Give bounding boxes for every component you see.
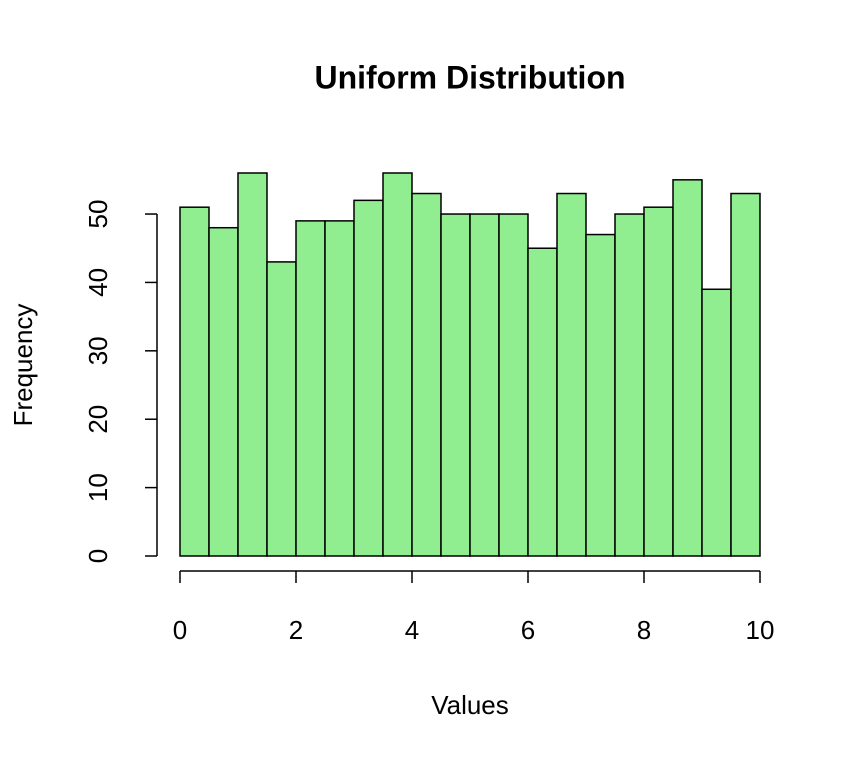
bar bbox=[411, 192, 442, 557]
bar bbox=[701, 288, 732, 557]
y-tick-label: 0 bbox=[83, 549, 113, 563]
y-tick-label: 50 bbox=[83, 200, 113, 229]
y-tick-label: 40 bbox=[83, 268, 113, 297]
x-tick-label: 4 bbox=[405, 615, 419, 645]
x-tick-label: 2 bbox=[289, 615, 303, 645]
bar bbox=[208, 226, 239, 557]
y-axis-label: Frequency bbox=[8, 304, 38, 427]
bar bbox=[614, 213, 645, 557]
bar bbox=[643, 206, 674, 557]
bar bbox=[353, 199, 384, 557]
y-tick-label: 10 bbox=[83, 473, 113, 502]
bar bbox=[498, 213, 529, 557]
bar bbox=[295, 220, 326, 557]
x-axis-label: Values bbox=[431, 690, 509, 720]
bar bbox=[324, 220, 355, 557]
bar bbox=[237, 172, 268, 557]
bar bbox=[585, 233, 616, 557]
bar bbox=[440, 213, 471, 557]
bar bbox=[382, 172, 413, 557]
bar bbox=[730, 192, 761, 557]
bar bbox=[527, 247, 558, 557]
bar bbox=[179, 206, 210, 557]
chart-title: Uniform Distribution bbox=[314, 59, 625, 95]
x-tick-label: 10 bbox=[746, 615, 775, 645]
x-tick-label: 0 bbox=[173, 615, 187, 645]
y-tick-label: 20 bbox=[83, 405, 113, 434]
bar bbox=[672, 179, 703, 557]
bar bbox=[556, 192, 587, 557]
bar bbox=[266, 261, 297, 557]
bar bbox=[469, 213, 500, 557]
y-tick-label: 30 bbox=[83, 336, 113, 365]
x-tick-label: 8 bbox=[637, 615, 651, 645]
x-tick-label: 6 bbox=[521, 615, 535, 645]
